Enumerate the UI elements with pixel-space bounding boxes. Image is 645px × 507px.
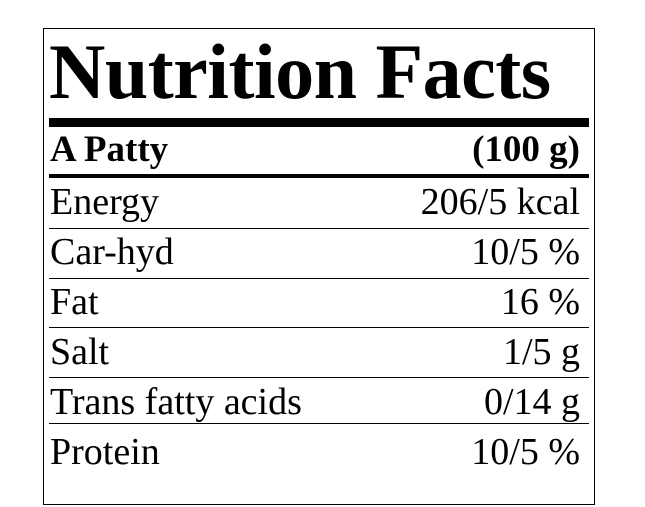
nutrient-value: 206/5 kcal [420, 181, 580, 223]
nutrient-name: Car-hyd [50, 231, 174, 273]
title-divider [49, 118, 589, 127]
nutrient-value: 16 % [500, 281, 580, 323]
nutrient-row-energy: Energy 206/5 kcal [50, 179, 580, 225]
nutrient-name: Protein [50, 431, 160, 473]
nutrient-name: Energy [50, 181, 160, 223]
row-divider [49, 228, 589, 229]
nutrient-name: Salt [50, 331, 110, 373]
row-divider [49, 377, 589, 378]
nutrient-row-protein: Protein 10/5 % [50, 429, 580, 475]
nutrient-value: 0/14 g [483, 381, 580, 423]
row-divider [49, 423, 589, 424]
label-title: Nutrition Facts [49, 28, 551, 115]
row-divider [49, 327, 589, 328]
nutrient-name: Fat [50, 281, 99, 323]
nutrition-facts-label: Nutrition Facts A Patty (100 g) Energy 2… [43, 28, 595, 505]
nutrient-row-fat: Fat 16 % [50, 279, 580, 325]
nutrient-row-salt: Salt 1/5 g [50, 329, 580, 375]
serving-divider [49, 174, 589, 178]
nutrient-value: 10/5 % [471, 231, 580, 273]
nutrient-value: 10/5 % [471, 431, 580, 473]
nutrient-name: Trans fatty acids [50, 381, 302, 423]
serving-amount: (100 g) [472, 128, 580, 170]
nutrient-value: 1/5 g [502, 331, 580, 373]
nutrient-row-trans-fat: Trans fatty acids 0/14 g [50, 379, 580, 425]
serving-name: A Patty [50, 128, 169, 170]
row-divider [49, 278, 589, 279]
serving-row: A Patty (100 g) [50, 126, 580, 172]
nutrient-row-carbohydrate: Car-hyd 10/5 % [50, 229, 580, 275]
